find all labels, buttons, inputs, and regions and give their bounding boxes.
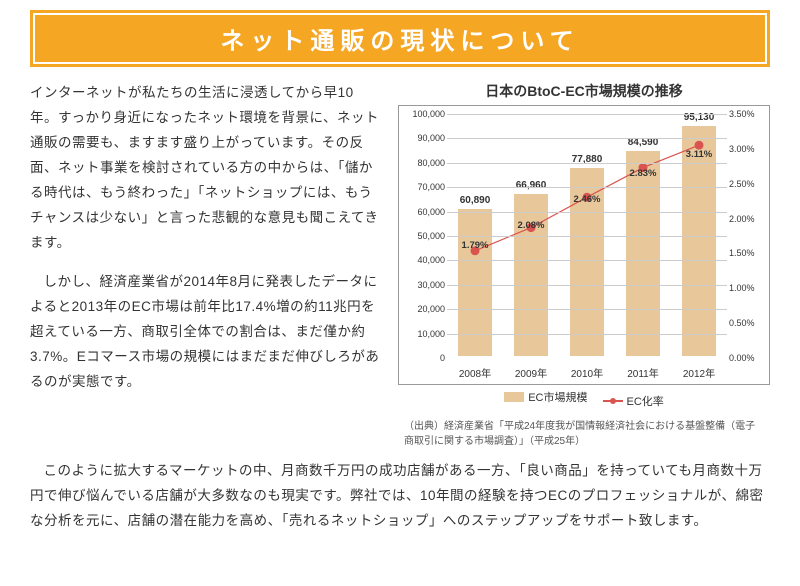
y-left-tick: 100,000 — [401, 109, 445, 119]
line-value-label: 3.11% — [686, 149, 712, 160]
y-right-tick: 1.50% — [729, 248, 767, 258]
line-value-label: 2.46% — [574, 194, 601, 205]
x-tick-label: 2010年 — [559, 365, 615, 380]
gridline — [447, 212, 727, 213]
page-title-bar: ネット通販の現状について — [30, 10, 770, 67]
line-value-label: 1.79% — [462, 240, 489, 251]
line-swatch — [603, 400, 623, 402]
bar-slot: 77,880 — [559, 114, 615, 356]
y-left-tick: 80,000 — [401, 158, 445, 168]
y-left-tick: 20,000 — [401, 304, 445, 314]
content-row: インターネットが私たちの生活に浸透してから早10年。すっかり身近になったネット環… — [30, 81, 770, 449]
line-value-label: 2.83% — [630, 168, 657, 179]
gridline — [447, 138, 727, 139]
x-axis-labels: 2008年2009年2010年2011年2012年 — [447, 365, 727, 380]
chart-legend: EC市場規模 EC化率 — [398, 389, 770, 409]
y-left-tick: 70,000 — [401, 182, 445, 192]
legend-line: EC化率 — [603, 393, 664, 409]
bar: 95,130 — [682, 126, 716, 356]
gridline — [447, 309, 727, 310]
y-left-tick: 90,000 — [401, 133, 445, 143]
plot-area: 60,890 66,960 77,880 84,590 95,130 1.79% 2.08… — [447, 114, 727, 356]
bar-value-label: 66,960 — [516, 180, 547, 191]
y-left-tick: 50,000 — [401, 231, 445, 241]
bar-slot: 84,590 — [615, 114, 671, 356]
gridline — [447, 236, 727, 237]
bar: 84,590 — [626, 151, 660, 356]
legend-bar-label: EC市場規模 — [528, 389, 587, 405]
y-right-tick: 0.50% — [729, 318, 767, 328]
gridline — [447, 187, 727, 188]
x-tick-label: 2009年 — [503, 365, 559, 380]
paragraph-1: インターネットが私たちの生活に浸透してから早10年。すっかり身近になったネット環… — [30, 81, 380, 256]
paragraph-3: このように拡大するマーケットの中、月商数千万円の成功店舗がある一方、「良い商品」… — [30, 459, 770, 534]
bar-slot: 66,960 — [503, 114, 559, 356]
paragraph-2: しかし、経済産業省が2014年8月に発表したデータによると2013年のEC市場は… — [30, 270, 380, 395]
gridline — [447, 285, 727, 286]
legend-line-label: EC化率 — [627, 393, 664, 409]
y-left-tick: 40,000 — [401, 255, 445, 265]
y-right-tick: 3.00% — [729, 144, 767, 154]
y-right-tick: 0.00% — [729, 353, 767, 363]
bar-swatch — [504, 392, 524, 402]
chart-source: （出典）経済産業省「平成24年度我が国情報経済社会における基盤整備（電子商取引に… — [398, 419, 770, 449]
page-title: ネット通販の現状について — [33, 21, 767, 56]
y-left-tick: 0 — [401, 353, 445, 363]
y-right-tick: 1.00% — [729, 283, 767, 293]
y-left-tick: 10,000 — [401, 329, 445, 339]
chart-title: 日本のBtoC-EC市場規模の推移 — [398, 81, 770, 101]
legend-bar: EC市場規模 — [504, 389, 587, 405]
chart-column: 日本のBtoC-EC市場規模の推移 60,890 66,960 77,880 84,5… — [398, 81, 770, 449]
y-right-tick: 2.50% — [729, 179, 767, 189]
chart-box: 60,890 66,960 77,880 84,590 95,130 1.79% 2.08… — [398, 105, 770, 385]
y-right-tick: 2.00% — [729, 214, 767, 224]
gridline — [447, 260, 727, 261]
gridline — [447, 334, 727, 335]
gridline — [447, 114, 727, 115]
bar-value-label: 60,890 — [460, 195, 491, 206]
gridline — [447, 163, 727, 164]
text-column: インターネットが私たちの生活に浸透してから早10年。すっかり身近になったネット環… — [30, 81, 380, 449]
line-value-label: 2.08% — [518, 220, 545, 231]
y-left-tick: 60,000 — [401, 207, 445, 217]
y-left-tick: 30,000 — [401, 280, 445, 290]
y-right-tick: 3.50% — [729, 109, 767, 119]
bar: 66,960 — [514, 194, 548, 356]
x-tick-label: 2011年 — [615, 365, 671, 380]
x-tick-label: 2008年 — [447, 365, 503, 380]
bar-slot: 60,890 — [447, 114, 503, 356]
x-tick-label: 2012年 — [671, 365, 727, 380]
